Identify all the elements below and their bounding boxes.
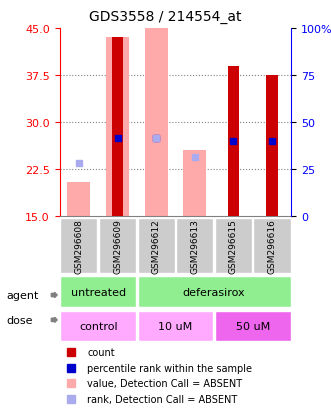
Bar	[145, 29, 168, 217]
FancyBboxPatch shape	[138, 311, 213, 342]
Bar	[227, 66, 239, 217]
FancyBboxPatch shape	[176, 218, 213, 274]
Text: percentile rank within the sample: percentile rank within the sample	[87, 363, 252, 373]
FancyBboxPatch shape	[138, 218, 175, 274]
Bar	[266, 76, 278, 217]
Text: GSM296609: GSM296609	[113, 218, 122, 273]
FancyBboxPatch shape	[60, 218, 97, 274]
Text: count: count	[87, 347, 115, 358]
FancyBboxPatch shape	[60, 277, 136, 307]
Text: GSM296616: GSM296616	[267, 218, 276, 273]
FancyBboxPatch shape	[99, 218, 136, 274]
FancyBboxPatch shape	[215, 218, 252, 274]
Bar	[112, 38, 123, 217]
Text: GSM296615: GSM296615	[229, 218, 238, 273]
Text: 10 uM: 10 uM	[158, 321, 193, 331]
Bar	[106, 38, 129, 217]
Text: GSM296612: GSM296612	[152, 218, 161, 273]
Text: GDS3558 / 214554_at: GDS3558 / 214554_at	[89, 10, 242, 24]
Text: agent: agent	[7, 290, 39, 300]
Text: GSM296608: GSM296608	[74, 218, 83, 273]
Text: control: control	[79, 321, 118, 331]
Text: untreated: untreated	[71, 287, 126, 297]
Text: 50 uM: 50 uM	[236, 321, 270, 331]
Text: dose: dose	[7, 315, 33, 325]
Text: rank, Detection Call = ABSENT: rank, Detection Call = ABSENT	[87, 394, 238, 404]
Bar	[183, 151, 206, 217]
Text: deferasirox: deferasirox	[183, 287, 245, 297]
FancyBboxPatch shape	[60, 311, 136, 342]
Text: value, Detection Call = ABSENT: value, Detection Call = ABSENT	[87, 378, 243, 388]
Bar	[67, 183, 90, 217]
FancyBboxPatch shape	[254, 218, 291, 274]
FancyBboxPatch shape	[215, 311, 291, 342]
FancyBboxPatch shape	[138, 277, 291, 307]
Text: GSM296613: GSM296613	[190, 218, 199, 273]
